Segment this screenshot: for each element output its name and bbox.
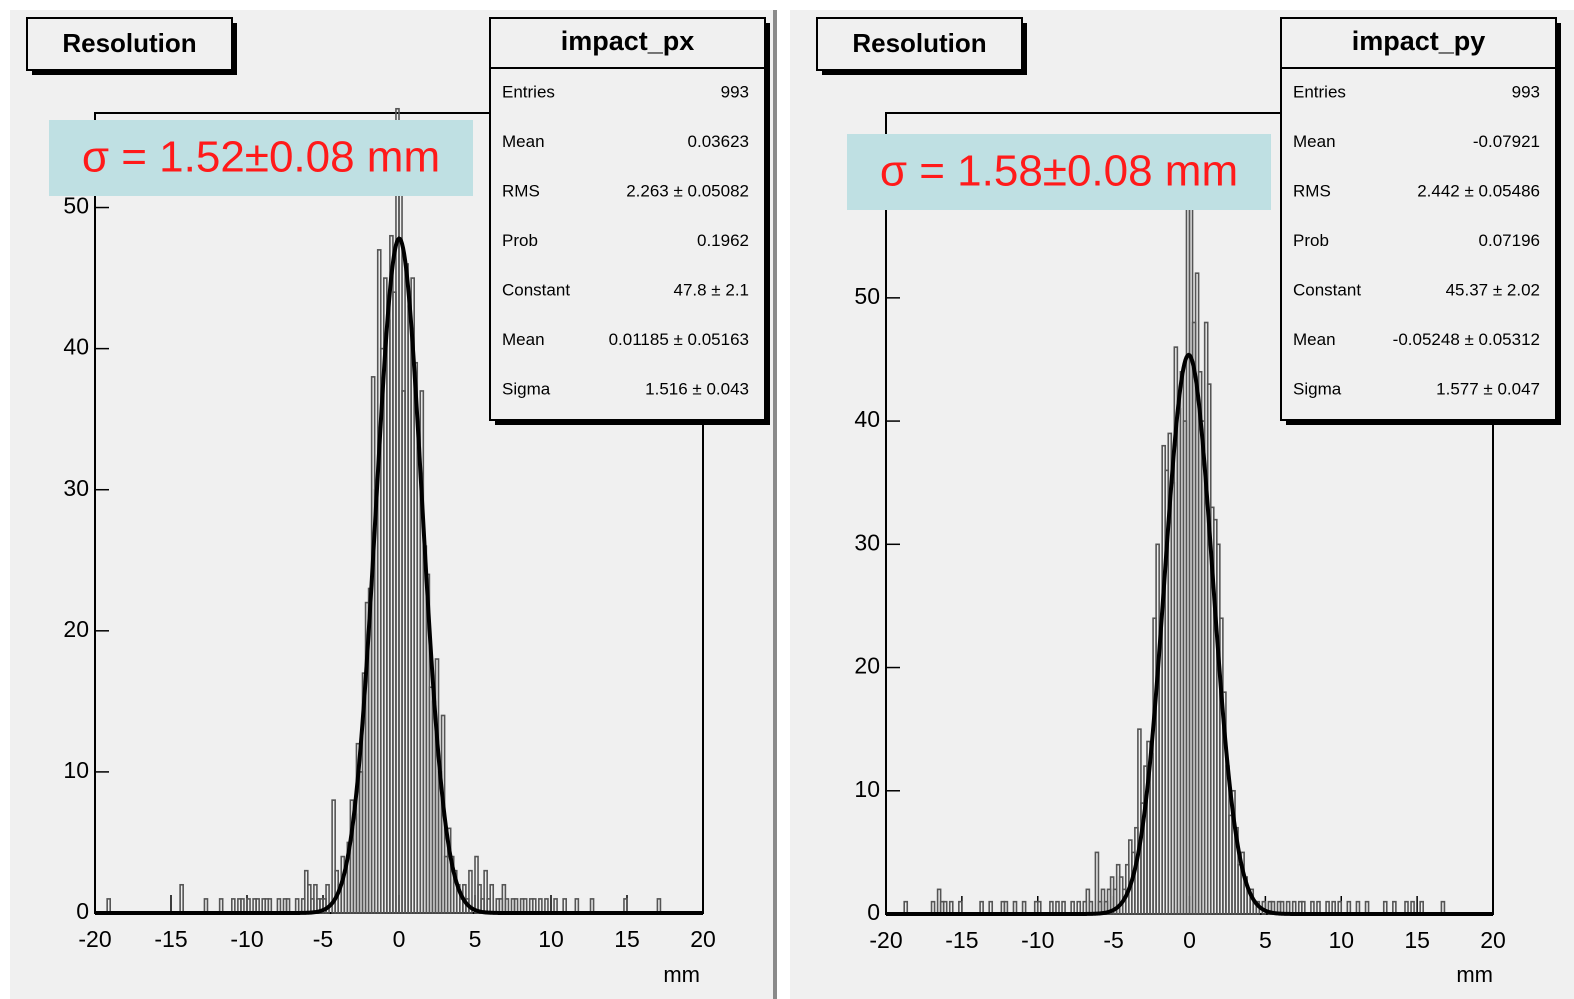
annotation: σ = 1.52±0.08 mm <box>82 133 440 182</box>
stats-title: impact_px <box>561 26 695 56</box>
x-tick-label: 20 <box>690 926 716 952</box>
stats-value: 0.03623 <box>688 132 749 151</box>
x-tick-label: 15 <box>614 926 640 952</box>
x-tick-label: -15 <box>154 926 187 952</box>
histogram-bar <box>325 883 330 914</box>
x-axis-label: mm <box>1456 962 1493 987</box>
title-box <box>26 17 233 71</box>
x-tick-label: -5 <box>313 926 333 952</box>
y-tick-label: 0 <box>76 898 89 924</box>
y-tick-label: 50 <box>854 283 880 309</box>
stats-name: RMS <box>1293 181 1331 200</box>
y-tick-label: 30 <box>854 529 880 555</box>
stats-value: 1.516 ± 0.043 <box>645 379 749 398</box>
y-tick-label: 20 <box>854 653 880 679</box>
x-tick-label: -20 <box>869 927 902 953</box>
stats-name: Constant <box>1293 280 1361 299</box>
stats-value: -0.07921 <box>1473 132 1540 151</box>
panel-separator <box>773 10 777 999</box>
x-tick-label: 20 <box>1480 927 1506 953</box>
x-tick-label: -10 <box>1021 927 1054 953</box>
stats-box <box>489 17 766 421</box>
x-tick-label: -20 <box>78 926 111 952</box>
stats-value: -0.05248 ± 0.05312 <box>1393 330 1540 349</box>
x-axis-label: mm <box>663 962 700 987</box>
stats-name: Sigma <box>502 379 551 398</box>
fit-curve <box>95 236 703 915</box>
x-tick-label: 10 <box>1328 927 1354 953</box>
title: Resolution <box>852 28 986 58</box>
stats-title: impact_py <box>1352 26 1486 56</box>
stats-name: Mean <box>1293 132 1336 151</box>
title-box <box>816 17 1023 71</box>
y-tick-label: 40 <box>854 406 880 432</box>
stats-name: Mean <box>502 132 545 151</box>
histogram-bar <box>331 799 336 914</box>
annotation-box <box>847 134 1271 210</box>
stats-name: Prob <box>1293 231 1329 250</box>
annotation: σ = 1.58±0.08 mm <box>880 147 1238 196</box>
y-tick-label: 50 <box>63 193 89 219</box>
x-tick-label: 0 <box>393 926 406 952</box>
stats-value: 47.8 ± 2.1 <box>674 280 750 299</box>
stats-value: 0.1962 <box>697 231 749 250</box>
title: Resolution <box>62 28 196 58</box>
stats-name: Prob <box>502 231 538 250</box>
y-tick-label: 40 <box>63 334 89 360</box>
fit-curve <box>886 352 1493 916</box>
stats-name: Mean <box>1293 330 1336 349</box>
x-tick-label: -10 <box>230 926 263 952</box>
stats-value: 2.263 ± 0.05082 <box>626 181 749 200</box>
annotation-box <box>49 120 473 196</box>
x-tick-label: 15 <box>1404 927 1430 953</box>
x-tick-label: 5 <box>469 926 482 952</box>
histogram-bar <box>468 869 473 914</box>
x-tick-label: 0 <box>1183 927 1196 953</box>
stats-box <box>1280 17 1557 421</box>
stats-value: 45.37 ± 2.02 <box>1446 280 1540 299</box>
stats-name: Entries <box>1293 82 1346 101</box>
stats-value: 993 <box>1512 82 1540 101</box>
x-tick-label: -15 <box>945 927 978 953</box>
stats-name: Entries <box>502 82 555 101</box>
stats-name: Sigma <box>1293 379 1342 398</box>
x-tick-label: 10 <box>538 926 564 952</box>
stats-value: 1.577 ± 0.047 <box>1436 379 1540 398</box>
x-tick-label: -5 <box>1103 927 1123 953</box>
y-tick-label: 20 <box>63 616 89 642</box>
y-tick-label: 10 <box>63 757 89 783</box>
stats-name: RMS <box>502 181 540 200</box>
y-tick-label: 10 <box>854 776 880 802</box>
stats-name: Constant <box>502 280 570 299</box>
stats-value: 0.07196 <box>1479 231 1540 250</box>
stats-value: 0.01185 ± 0.05163 <box>609 330 749 349</box>
y-tick-label: 30 <box>63 475 89 501</box>
stats-name: Mean <box>502 330 545 349</box>
stats-value: 993 <box>721 82 749 101</box>
x-tick-label: 5 <box>1259 927 1272 953</box>
stats-value: 2.442 ± 0.05486 <box>1417 181 1540 200</box>
y-tick-label: 0 <box>867 899 880 925</box>
